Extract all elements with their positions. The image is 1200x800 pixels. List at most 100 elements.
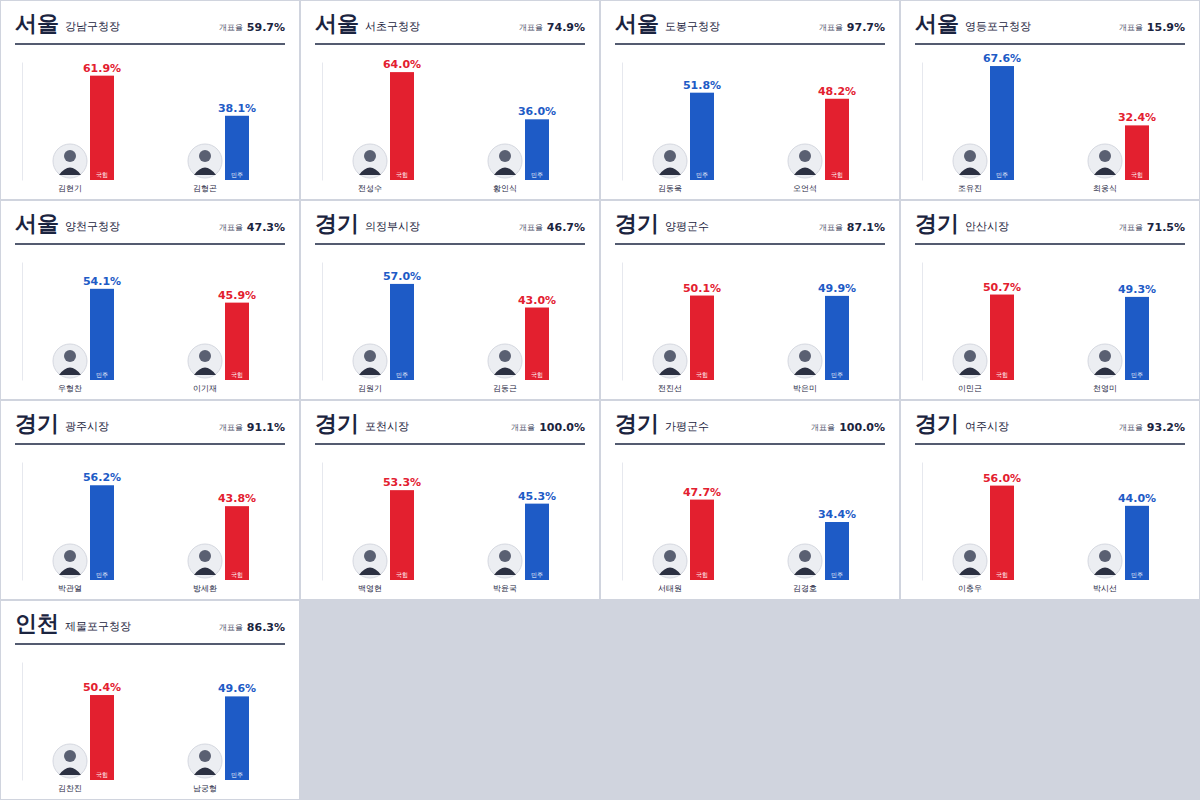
office-subtitle: 양천구청장: [65, 220, 120, 233]
candidate-photo: [353, 144, 387, 178]
candidate-name: 김형곤: [193, 184, 217, 193]
photo-head: [364, 550, 376, 562]
photo-body: [659, 368, 681, 376]
photo-head: [364, 150, 376, 162]
photo-body: [494, 168, 516, 176]
photo-body: [494, 568, 516, 576]
header-rule: [615, 243, 885, 245]
panel: 서울양천구청장47.3%개표율민주54.1%우형찬국힘45.9%이기재: [1, 201, 299, 399]
y-axis: [622, 263, 623, 381]
office-subtitle: 가평군수: [665, 420, 709, 433]
photo-body: [1094, 568, 1116, 576]
header-rule: [15, 43, 285, 45]
photo-head: [799, 350, 811, 362]
panel-background: [1, 401, 299, 599]
panel: 서울영등포구청장15.9%개표율민주67.6%조유진국힘32.4%최웅식: [901, 1, 1199, 199]
count-rate: 59.7%: [247, 21, 285, 34]
panel: 경기의정부시장46.7%개표율민주57.0%김원기국힘43.0%김동근: [301, 201, 599, 399]
region-title: 경기: [315, 411, 359, 436]
candidate-name: 김현기: [58, 184, 82, 193]
count-rate: 74.9%: [547, 21, 585, 34]
party-label: 민주: [696, 171, 708, 178]
region-title: 경기: [15, 411, 59, 436]
candidate-photo: [188, 544, 222, 578]
photo-head: [664, 350, 676, 362]
photo-body: [194, 368, 216, 376]
photo-body: [959, 368, 981, 376]
region-title: 서울: [915, 11, 959, 36]
candidate-name: 김경호: [793, 584, 817, 593]
value-label: 38.1%: [218, 102, 256, 115]
panel-background: [601, 201, 899, 399]
count-rate: 15.9%: [1147, 21, 1185, 34]
y-axis: [22, 663, 23, 781]
bar: [525, 308, 549, 380]
bar: [990, 295, 1014, 380]
panel: 서울서초구청장74.9%개표율국힘64.0%전성수민주36.0%황인식: [301, 1, 599, 199]
count-label: 개표율: [1119, 23, 1143, 32]
candidate-name: 김찬진: [58, 784, 82, 793]
count-label: 개표율: [1119, 223, 1143, 232]
bars: [90, 695, 249, 780]
candidate-photo: [953, 544, 987, 578]
candidate-name: 서태원: [658, 584, 682, 593]
value-label: 43.0%: [518, 294, 556, 307]
bars: [390, 72, 549, 180]
value-label: 49.3%: [1118, 283, 1156, 296]
value-label: 50.4%: [83, 681, 121, 694]
y-axis-line: [22, 663, 23, 781]
photo-head: [199, 750, 211, 762]
panel-background: [1, 601, 299, 799]
count-label: 개표율: [219, 223, 243, 232]
party-label: 국힘: [231, 371, 243, 378]
photo-head: [64, 350, 76, 362]
candidate-name: 이충우: [958, 584, 982, 593]
region-title: 경기: [615, 411, 659, 436]
count-label: 개표율: [219, 423, 243, 432]
photo-body: [659, 168, 681, 176]
panel-background: [601, 401, 899, 599]
region-title: 경기: [915, 411, 959, 436]
photo-head: [1099, 350, 1111, 362]
bars: [90, 289, 249, 380]
office-subtitle: 안산시장: [965, 220, 1009, 233]
candidate-name: 이민근: [958, 384, 982, 393]
candidate-name: 전성수: [358, 184, 382, 193]
bar: [225, 116, 249, 180]
photo-body: [194, 168, 216, 176]
photo-body: [194, 768, 216, 776]
office-subtitle: 영등포구청장: [965, 20, 1031, 33]
photo-head: [964, 350, 976, 362]
count-rate: 97.7%: [847, 21, 885, 34]
panel-background: [601, 1, 899, 199]
background: [0, 0, 1200, 800]
empty-cell: [601, 601, 899, 799]
candidate-photo: [188, 344, 222, 378]
column-separator: [899, 0, 901, 800]
y-axis: [22, 63, 23, 181]
header-rule: [915, 443, 1185, 445]
candidate-photo: [488, 344, 522, 378]
count-rate: 91.1%: [247, 421, 285, 434]
count-rate: 46.7%: [547, 221, 585, 234]
panel: 경기양평군수87.1%개표율국힘50.1%전진선민주49.9%박은미: [601, 201, 899, 399]
photo-body: [59, 768, 81, 776]
panel: 서울강남구청장59.7%개표율국힘61.9%김현기민주38.1%김형곤: [1, 1, 299, 199]
photo-body: [59, 568, 81, 576]
photo-head: [364, 350, 376, 362]
candidate-photo: [53, 144, 87, 178]
header-rule: [15, 243, 285, 245]
photo-body: [359, 168, 381, 176]
candidate-photo: [953, 144, 987, 178]
candidate-photo: [488, 144, 522, 178]
value-label: 43.8%: [218, 492, 256, 505]
party-label: 국힘: [831, 171, 843, 178]
count-rate: 93.2%: [1147, 421, 1185, 434]
count-label: 개표율: [519, 23, 543, 32]
bar: [990, 66, 1014, 180]
candidate-photo: [653, 344, 687, 378]
y-axis-line: [922, 263, 923, 381]
value-label: 50.1%: [683, 282, 721, 295]
y-axis: [322, 63, 323, 181]
value-label: 61.9%: [83, 62, 121, 75]
